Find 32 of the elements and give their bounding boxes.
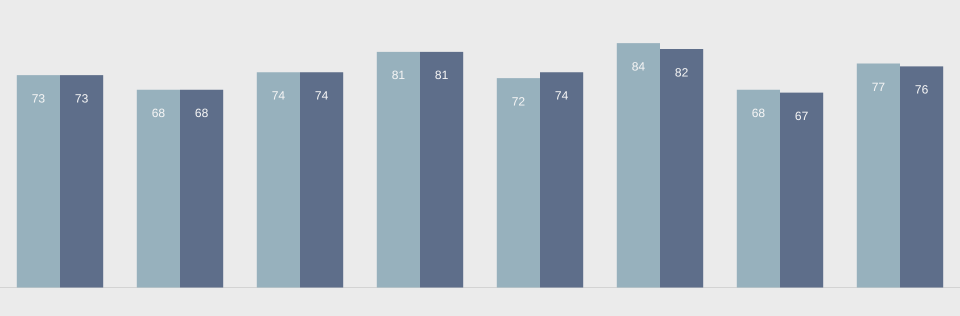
- data-label: 73: [74, 91, 89, 106]
- bar: [900, 66, 944, 288]
- bar: [256, 72, 300, 288]
- data-label: 74: [272, 88, 286, 103]
- data-label: 72: [512, 94, 526, 108]
- data-label: 74: [554, 88, 569, 103]
- bar: [300, 72, 344, 288]
- data-label: 77: [872, 80, 886, 94]
- data-label: 73: [32, 91, 46, 106]
- bar: [780, 92, 824, 288]
- bar: [540, 72, 584, 288]
- data-label: 74: [314, 88, 329, 103]
- data-label: 68: [194, 106, 209, 120]
- bar: [736, 90, 780, 288]
- data-label: 81: [392, 68, 406, 82]
- data-label: 82: [674, 65, 689, 80]
- bar: [856, 64, 900, 288]
- data-label: 67: [794, 108, 809, 123]
- bar: [496, 78, 540, 288]
- bar: [420, 52, 464, 288]
- bar: [136, 90, 180, 288]
- data-label: 84: [632, 59, 646, 74]
- data-label: 68: [152, 106, 166, 120]
- data-label: 68: [752, 106, 766, 120]
- bar: [660, 48, 704, 288]
- bar: [616, 43, 660, 288]
- bar: [60, 75, 104, 288]
- data-label: 76: [914, 82, 929, 97]
- data-label: 81: [434, 68, 449, 82]
- bar: [180, 90, 224, 288]
- bar: [376, 52, 420, 288]
- bar: [16, 75, 60, 288]
